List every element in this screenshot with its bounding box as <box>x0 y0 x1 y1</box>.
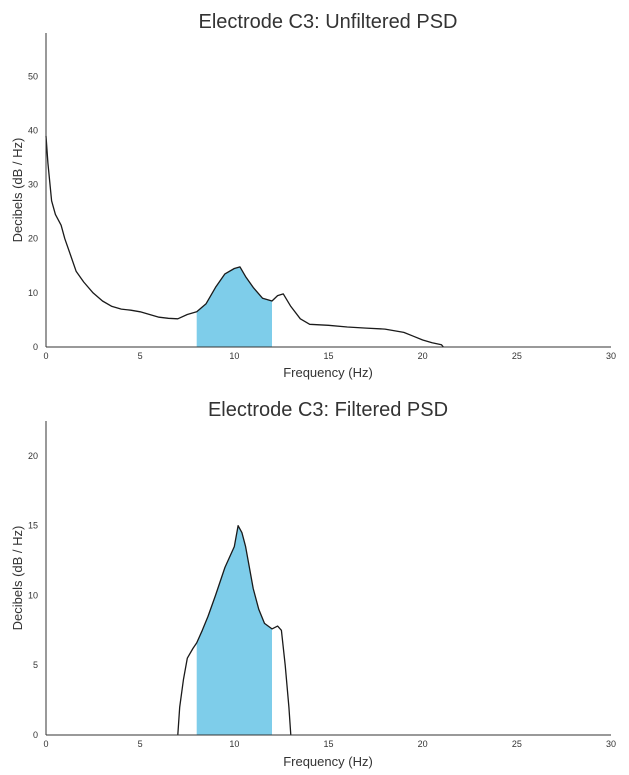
x-axis-label: Frequency (Hz) <box>283 365 373 380</box>
chart-filtered: Electrode C3: Filtered PSD 0 5 10 15 20 25 300… <box>10 399 616 769</box>
x-tick-label: 5 <box>138 351 143 361</box>
x-tick-label: 30 <box>606 351 616 361</box>
chart-title: Electrode C3: Filtered PSD <box>208 399 448 421</box>
x-tick-label: 10 <box>229 739 239 749</box>
y-tick-label: 10 <box>28 288 38 298</box>
y-tick-label: 20 <box>28 234 38 244</box>
x-axis-label: Frequency (Hz) <box>283 754 373 769</box>
y-tick-label: 10 <box>28 590 38 600</box>
y-tick-label: 5 <box>33 660 38 670</box>
y-tick-label: 40 <box>28 125 38 135</box>
chart-unfiltered: Electrode C3: Unfiltered PSD 0 5 10 15 20 25 3… <box>10 11 616 380</box>
plot-area: 0 5 10 15 20 25 30 0 10 20 30 40 50 <box>28 33 616 361</box>
y-tick-label: 20 <box>28 451 38 461</box>
x-tick-label: 15 <box>323 351 333 361</box>
alpha-band-area <box>196 525 272 735</box>
x-tick-label: 0 <box>43 739 48 749</box>
psd-line <box>177 525 292 736</box>
y-axis-label: Decibels (dB / Hz) <box>10 526 25 631</box>
x-tick-label: 25 <box>512 351 522 361</box>
y-axis-label: Decibels (dB / Hz) <box>10 138 25 243</box>
x-tick-label: 20 <box>418 351 428 361</box>
x-tick-label: 5 <box>138 739 143 749</box>
y-tick-label: 15 <box>28 521 38 531</box>
y-tick-label: 30 <box>28 180 38 190</box>
y-tick-label: 0 <box>33 730 38 740</box>
y-tick-label: 0 <box>33 342 38 352</box>
x-tick-label: 25 <box>512 739 522 749</box>
x-tick-label: 15 <box>323 739 333 749</box>
x-tick-label: 0 <box>43 351 48 361</box>
psd-line <box>45 135 444 348</box>
x-tick-label: 30 <box>606 739 616 749</box>
alpha-band-area <box>196 266 272 347</box>
x-tick-label: 20 <box>418 739 428 749</box>
plot-area: 0 5 10 15 20 25 30 0 5 10 15 20 <box>28 421 616 749</box>
y-tick-label: 50 <box>28 71 38 81</box>
chart-title: Electrode C3: Unfiltered PSD <box>198 11 457 33</box>
x-tick-label: 10 <box>229 351 239 361</box>
